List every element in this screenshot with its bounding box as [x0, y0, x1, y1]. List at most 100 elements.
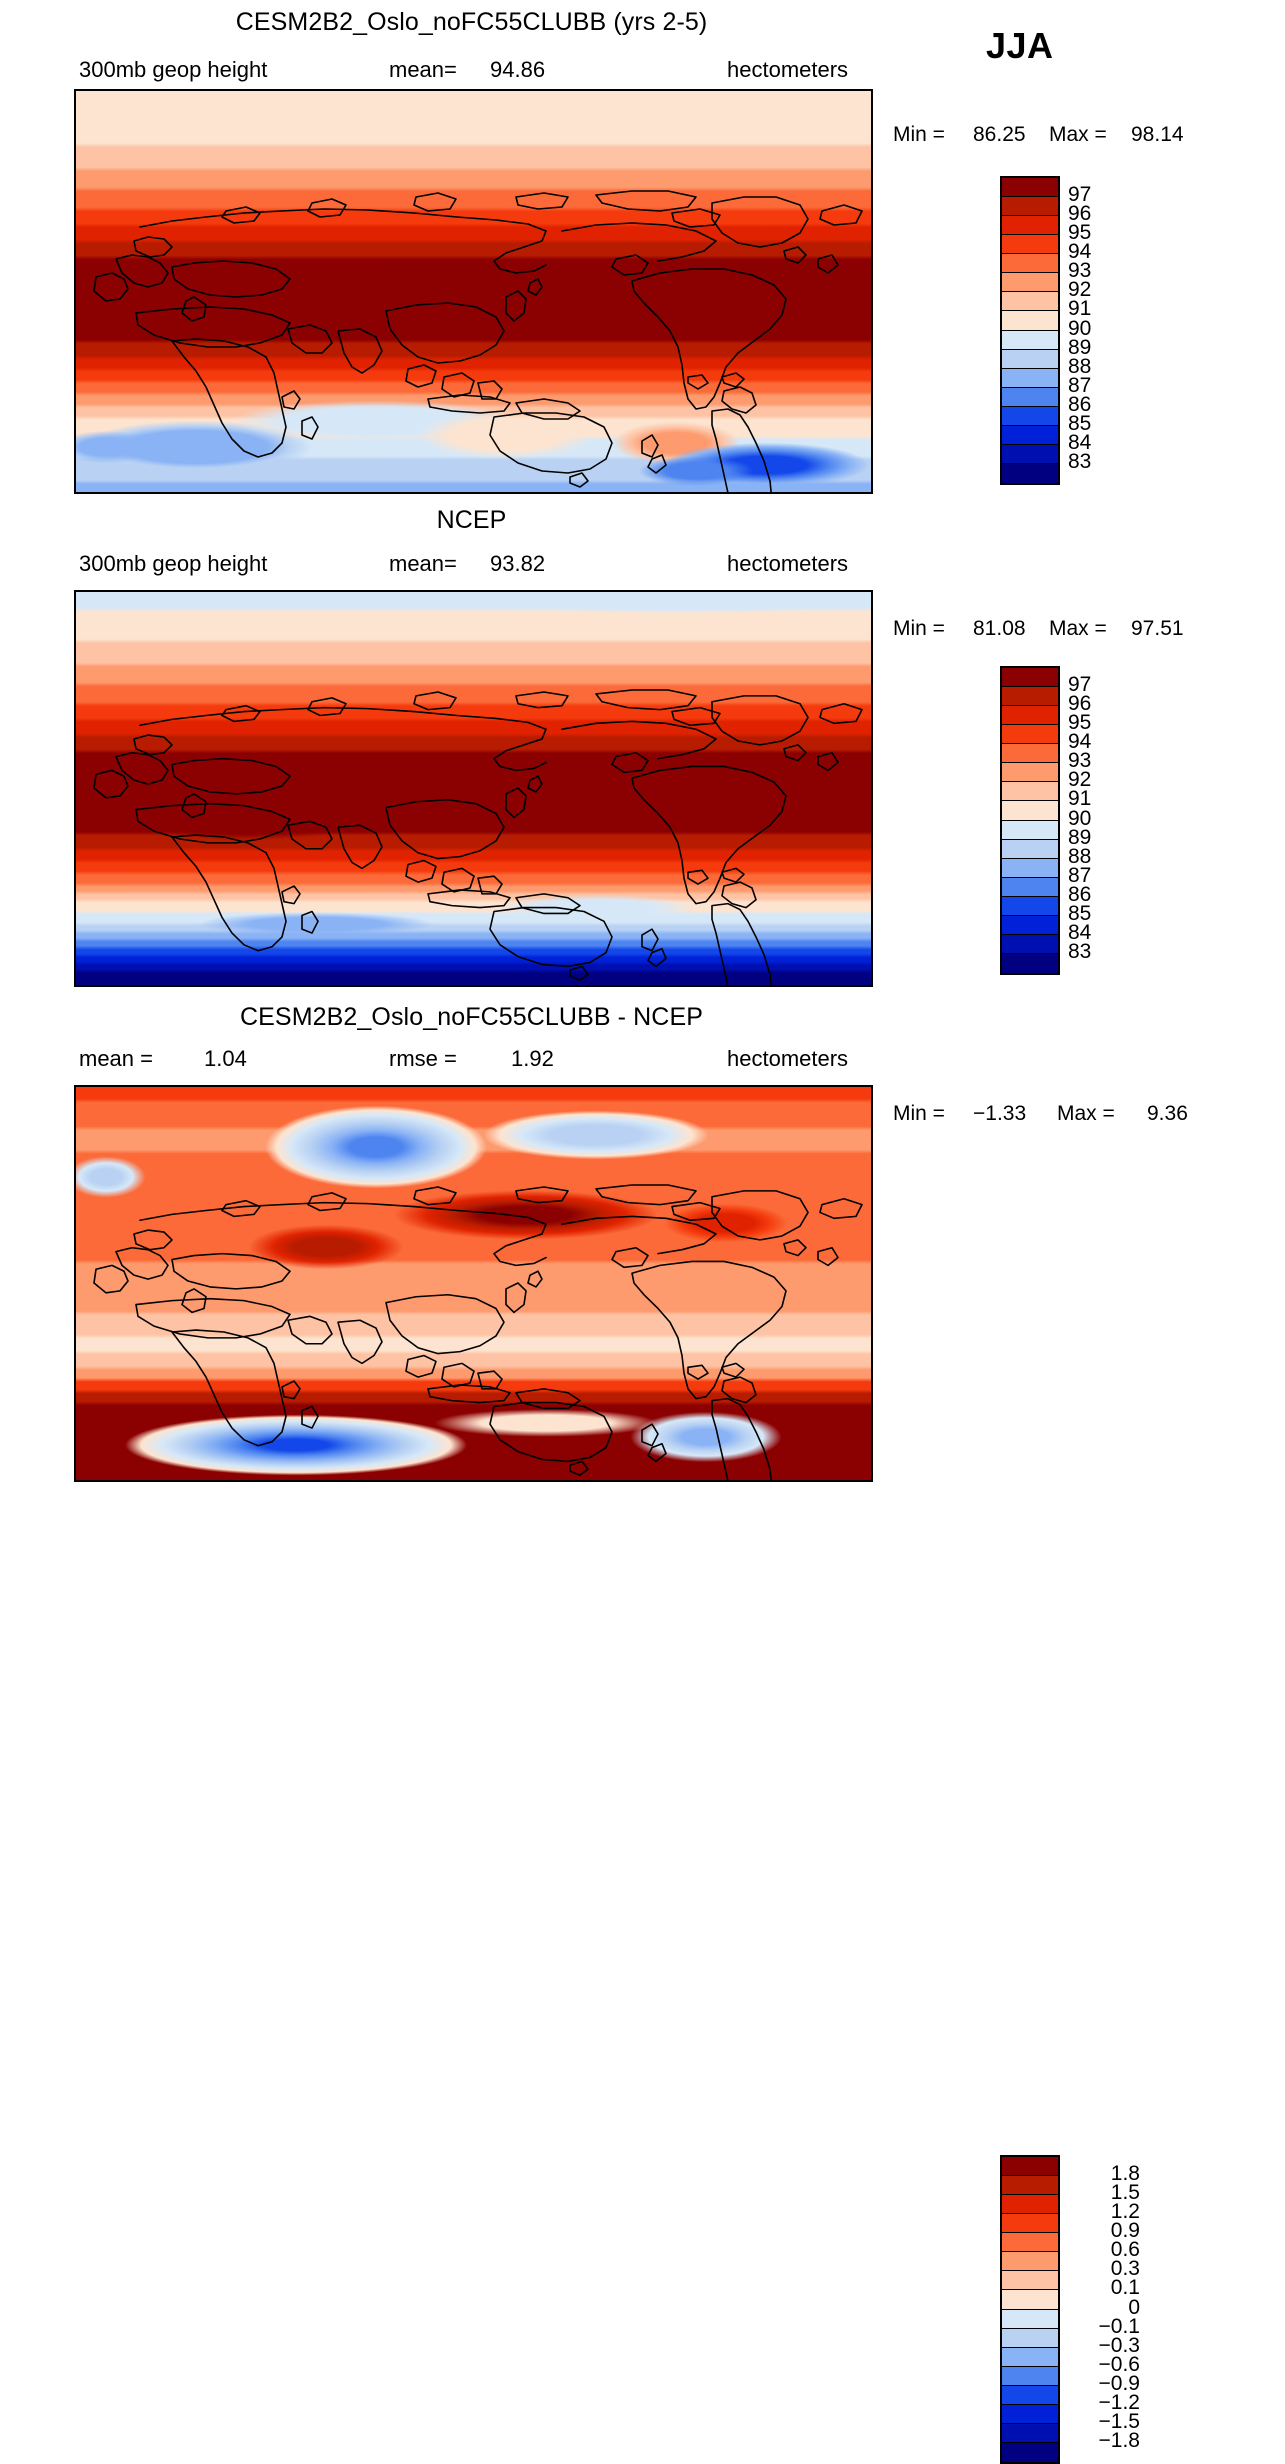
panel-obs: NCEP 300mb geop height mean= 93.82 hecto…	[0, 498, 1285, 993]
colorbar-tick-label: 83	[1068, 449, 1092, 473]
colorbar-swatch	[1002, 801, 1058, 821]
colorbar-swatch	[1002, 273, 1058, 293]
panel-obs-field-label: 300mb geop height	[79, 551, 268, 576]
panel-model-title: CESM2B2_Oslo_noFC55CLUBB (yrs 2-5)	[235, 8, 708, 36]
colorbar-swatch	[1002, 2214, 1058, 2234]
colorbar-tick-label: 84	[1068, 430, 1092, 454]
colorbar-tick-label: 93	[1068, 259, 1092, 283]
colorbar-swatch	[1002, 2442, 1058, 2462]
colorbar-tick-label: 85	[1068, 901, 1092, 925]
colorbar-swatch	[1002, 2157, 1058, 2177]
colorbar-swatch	[1002, 877, 1058, 897]
colorbar-swatch	[1002, 444, 1058, 464]
panel-model: CESM2B2_Oslo_noFC55CLUBB (yrs 2-5) 300mb…	[0, 0, 1285, 495]
panel-obs-mean-value: 93.82	[490, 551, 546, 576]
colorbar-swatch	[1002, 896, 1058, 916]
colorbar-obs-labels: 97 96 95 94 93 92 91 90 89 88 87 86 85 84 83	[1068, 666, 1128, 975]
colorbar-swatch	[1002, 2290, 1058, 2310]
colorbar-tick-label: 87	[1068, 863, 1092, 887]
panel-obs-max-value: 97.51	[1131, 617, 1184, 640]
colorbar-tick-label: 88	[1068, 844, 1092, 868]
colorbar-tick-label: 96	[1068, 202, 1092, 226]
panel-obs-max-label: Max =	[1049, 617, 1107, 640]
colorbar-swatch	[1002, 2366, 1058, 2386]
panel-model-mean-value: 94.86	[490, 57, 546, 82]
colorbar-swatch	[1002, 839, 1058, 859]
colorbar-tick-label: 96	[1068, 692, 1092, 716]
colorbar-tick-label: 84	[1068, 920, 1092, 944]
colorbar-swatch	[1002, 2233, 1058, 2253]
colorbar-tick-label: 87	[1068, 373, 1092, 397]
colorbar-tick-label: 90	[1068, 316, 1092, 340]
colorbar-swatch	[1002, 687, 1058, 707]
colorbar-tick-label: 91	[1068, 787, 1092, 811]
colorbar-swatch	[1002, 2271, 1058, 2291]
colorbar-tick-label: 90	[1068, 806, 1092, 830]
colorbar-model	[1000, 176, 1060, 485]
colorbar-swatch	[1002, 668, 1058, 688]
field-layer	[76, 592, 871, 985]
map-obs-coastlines	[76, 689, 871, 985]
colorbar-swatch	[1002, 178, 1058, 198]
colorbar-swatch	[1002, 368, 1058, 388]
colorbar-swatch	[1002, 292, 1058, 312]
map-difference-coastlines	[76, 1184, 871, 1480]
colorbar-tick-label: 95	[1068, 221, 1092, 245]
colorbar-tick-label: 92	[1068, 768, 1092, 792]
colorbar-tick-label: 89	[1068, 335, 1092, 359]
panel-obs-min-label: Min =	[893, 617, 945, 640]
colorbar-tick-label: 88	[1068, 354, 1092, 378]
colorbar-swatch	[1002, 349, 1058, 369]
colorbar-swatch	[1002, 254, 1058, 274]
panel-difference-mean-value: 1.04	[204, 1046, 247, 1071]
panel-difference-rmse-value: 1.92	[511, 1046, 554, 1071]
panel-obs-mean-label: mean=	[389, 551, 457, 576]
season-label: JJA	[986, 25, 1054, 66]
panel-difference-rmse-label: rmse =	[389, 1046, 457, 1071]
colorbar-swatch	[1002, 2404, 1058, 2424]
colorbar-swatch	[1002, 2252, 1058, 2272]
colorbar-tick-label: 97	[1068, 183, 1092, 207]
colorbar-swatch	[1002, 311, 1058, 331]
colorbar-difference-labels: 1.8 1.5 1.2 0.9 0.6 0.3 0.1 0 −0.1 −0.3 −0.6 −0.9 −1…	[1068, 2155, 1140, 2464]
panel-difference: CESM2B2_Oslo_noFC55CLUBB - NCEP mean = 1…	[0, 995, 1285, 2464]
map-model[interactable]	[74, 89, 873, 494]
colorbar-difference	[1000, 2155, 1060, 2464]
colorbar-swatch	[1002, 725, 1058, 745]
colorbar-swatch	[1002, 216, 1058, 236]
colorbar-swatch	[1002, 934, 1058, 954]
colorbar-tick-label: 91	[1068, 297, 1092, 321]
map-obs-field	[76, 592, 871, 985]
map-difference[interactable]	[74, 1085, 873, 1482]
panel-model-field-label: 300mb geop height	[79, 57, 268, 82]
map-model-field	[76, 91, 871, 492]
colorbar-swatch	[1002, 387, 1058, 407]
panel-obs-title: NCEP	[436, 506, 507, 534]
colorbar-swatch	[1002, 2309, 1058, 2329]
map-difference-field	[76, 1087, 871, 1480]
colorbar-swatch	[1002, 2385, 1058, 2405]
colorbar-obs	[1000, 666, 1060, 975]
colorbar-swatch	[1002, 2195, 1058, 2215]
colorbar-tick-label: 85	[1068, 411, 1092, 435]
colorbar-swatch	[1002, 197, 1058, 217]
colorbar-swatch	[1002, 235, 1058, 255]
field-layer	[76, 91, 871, 492]
panel-difference-title: CESM2B2_Oslo_noFC55CLUBB - NCEP	[240, 1003, 703, 1031]
colorbar-swatch	[1002, 2328, 1058, 2348]
panel-model-units: hectometers	[727, 57, 849, 82]
colorbar-tick-label: 89	[1068, 825, 1092, 849]
colorbar-swatch	[1002, 763, 1058, 783]
colorbar-tick-label: 86	[1068, 882, 1092, 906]
colorbar-swatch	[1002, 744, 1058, 764]
colorbar-swatch	[1002, 2176, 1058, 2196]
colorbar-swatch	[1002, 820, 1058, 840]
colorbar-tick-label: 95	[1068, 711, 1092, 735]
colorbar-swatch	[1002, 915, 1058, 935]
colorbar-swatch	[1002, 2347, 1058, 2367]
colorbar-tick-label: 92	[1068, 278, 1092, 302]
map-model-coastlines	[76, 190, 871, 492]
map-obs[interactable]	[74, 590, 873, 987]
colorbar-tick-label: 97	[1068, 673, 1092, 697]
colorbar-tick-label: 94	[1068, 240, 1092, 264]
